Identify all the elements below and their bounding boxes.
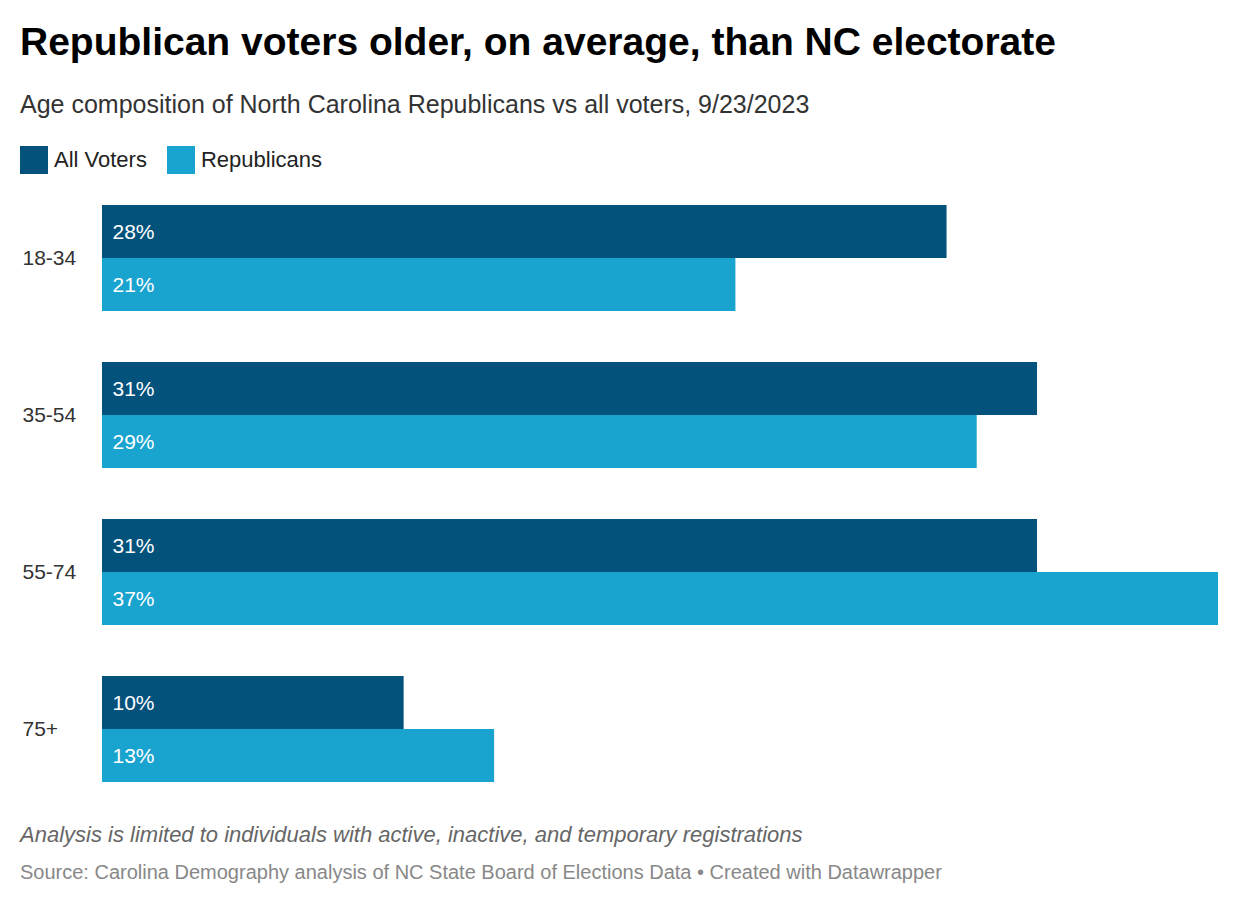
html-text:Age composition of North Carol: Age composition of North Carolina Republ… (20, 90, 810, 118)
svg-text:35-54: 35-54 (23, 403, 77, 426)
svg-text:31%: 31% (113, 534, 155, 557)
html-text:All Voters: All Voters (54, 147, 147, 172)
svg-text:31%: 31% (113, 377, 155, 400)
html-text:Analysis is limited to individ: Analysis is limited to individuals with … (20, 822, 803, 847)
svg-text:28%: 28% (113, 220, 155, 243)
html-text:Republican voters older, on av: Republican voters older, on average, tha… (20, 20, 1056, 63)
svg-text:75+: 75+ (23, 717, 59, 740)
svg-text:10%: 10% (113, 691, 155, 714)
svg-text:55-74: 55-74 (23, 560, 77, 583)
svg-text:37%: 37% (113, 587, 155, 610)
svg-text:29%: 29% (113, 430, 155, 453)
svg-text:13%: 13% (113, 744, 155, 767)
svg-text:18-34: 18-34 (23, 246, 77, 269)
svg-text:21%: 21% (113, 273, 155, 296)
html-text:Republicans: Republicans (200, 147, 322, 172)
html-text:Source: Carolina Demography an: Source: Carolina Demography analysis of … (20, 861, 942, 883)
